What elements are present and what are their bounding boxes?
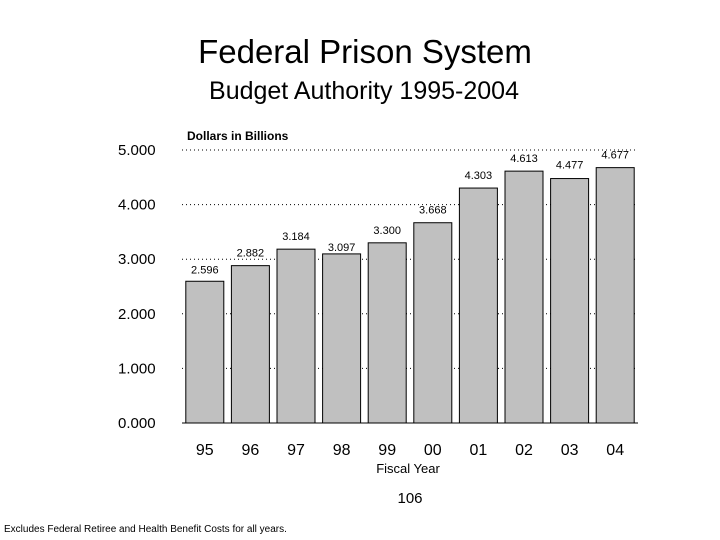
y-tick-label: 2.000 bbox=[118, 306, 156, 323]
bar bbox=[367, 242, 407, 424]
page-number: 106 bbox=[397, 490, 423, 507]
value-label: 2.882 bbox=[237, 248, 265, 260]
bar bbox=[322, 253, 362, 424]
x-tick-label: 95 bbox=[196, 442, 214, 459]
value-label: 3.184 bbox=[282, 231, 310, 243]
value-label: 2.596 bbox=[191, 264, 219, 276]
bar bbox=[595, 167, 635, 424]
value-label: 4.677 bbox=[601, 150, 629, 162]
chart-title: Federal Prison System bbox=[198, 33, 532, 70]
y-tick-label: 4.000 bbox=[118, 197, 156, 214]
y-tick-label: 5.000 bbox=[118, 142, 156, 159]
chart-subtitle: Budget Authority 1995-2004 bbox=[209, 77, 519, 105]
x-tick-label: 99 bbox=[378, 442, 396, 459]
value-label: 4.613 bbox=[510, 153, 538, 165]
x-tick-label: 02 bbox=[515, 442, 533, 459]
x-tick-label: 01 bbox=[470, 442, 488, 459]
value-label: 3.097 bbox=[328, 242, 356, 254]
bar bbox=[458, 187, 498, 424]
bar bbox=[185, 280, 225, 424]
value-label: 4.303 bbox=[465, 170, 493, 182]
bar bbox=[276, 248, 316, 424]
y-tick-label: 0.000 bbox=[118, 415, 156, 432]
x-tick-label: 97 bbox=[287, 442, 305, 459]
y-tick-label: 3.000 bbox=[118, 251, 156, 268]
x-axis-label: Fiscal Year bbox=[376, 461, 440, 476]
value-label: 3.300 bbox=[373, 225, 401, 237]
value-label: 4.477 bbox=[556, 160, 584, 172]
bar bbox=[413, 222, 453, 424]
bar bbox=[230, 265, 270, 424]
x-tick-label: 98 bbox=[333, 442, 351, 459]
y-tick-label: 1.000 bbox=[118, 360, 156, 377]
value-label: 3.668 bbox=[419, 205, 447, 217]
x-tick-label: 03 bbox=[561, 442, 579, 459]
x-tick-label: 04 bbox=[606, 442, 624, 459]
x-tick-label: 96 bbox=[242, 442, 260, 459]
x-tick-label: 00 bbox=[424, 442, 442, 459]
bar bbox=[550, 178, 590, 424]
y-axis-label: Dollars in Billions bbox=[187, 129, 289, 143]
bar bbox=[504, 170, 544, 424]
footnote: Excludes Federal Retiree and Health Bene… bbox=[4, 524, 287, 535]
